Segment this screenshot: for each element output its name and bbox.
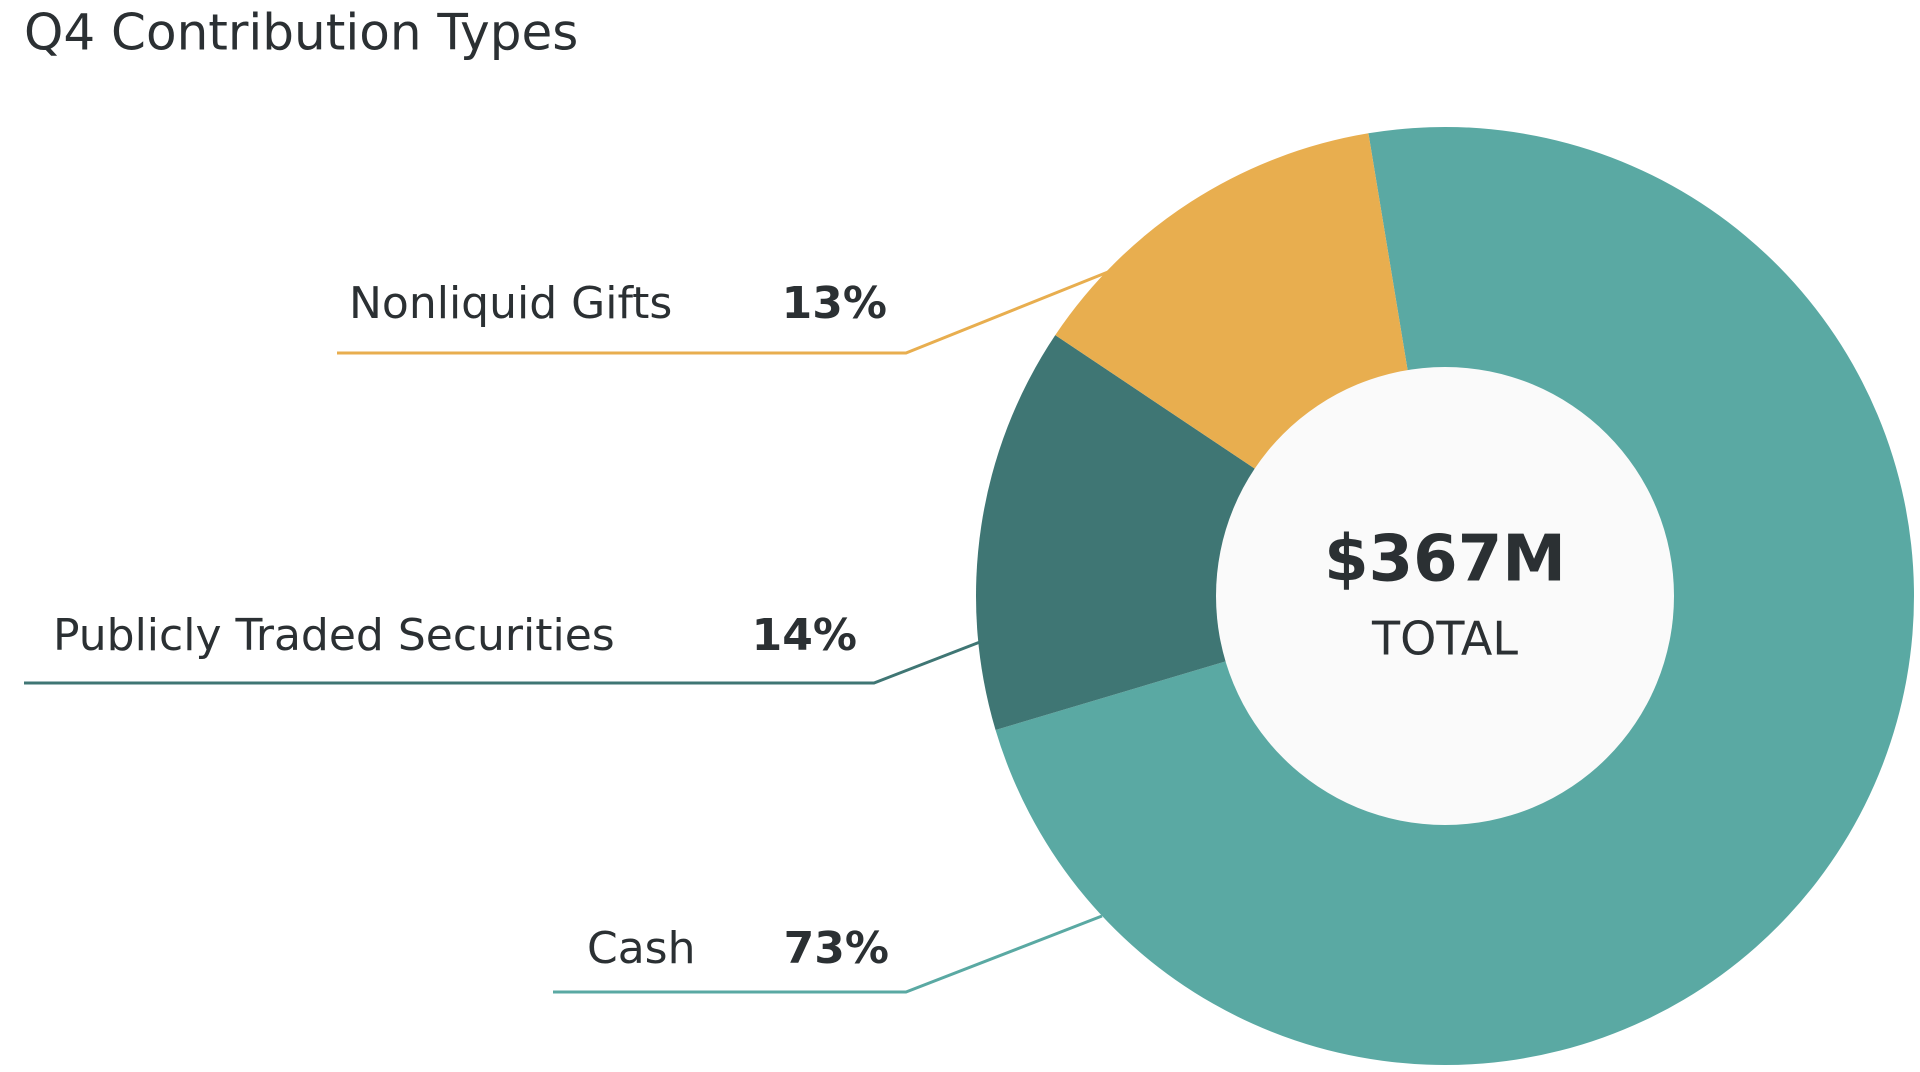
leader-line [553, 914, 1103, 994]
leader-line [337, 270, 1109, 355]
legend-label: Nonliquid Gifts [349, 278, 672, 329]
center-label: TOTAL [1371, 612, 1518, 666]
legend-label: Publicly Traded Securities [53, 610, 615, 661]
legend-label: Cash [587, 923, 696, 974]
donut-segment [975, 335, 1445, 730]
donut-hole [1216, 367, 1674, 825]
value-label: 14% [752, 610, 857, 661]
leader-line [24, 640, 981, 685]
chart-title: Q4 Contribution Types [24, 4, 578, 62]
value-label: 13% [782, 278, 887, 329]
center-value: $367M [1324, 523, 1566, 597]
value-label: 73% [784, 923, 889, 974]
